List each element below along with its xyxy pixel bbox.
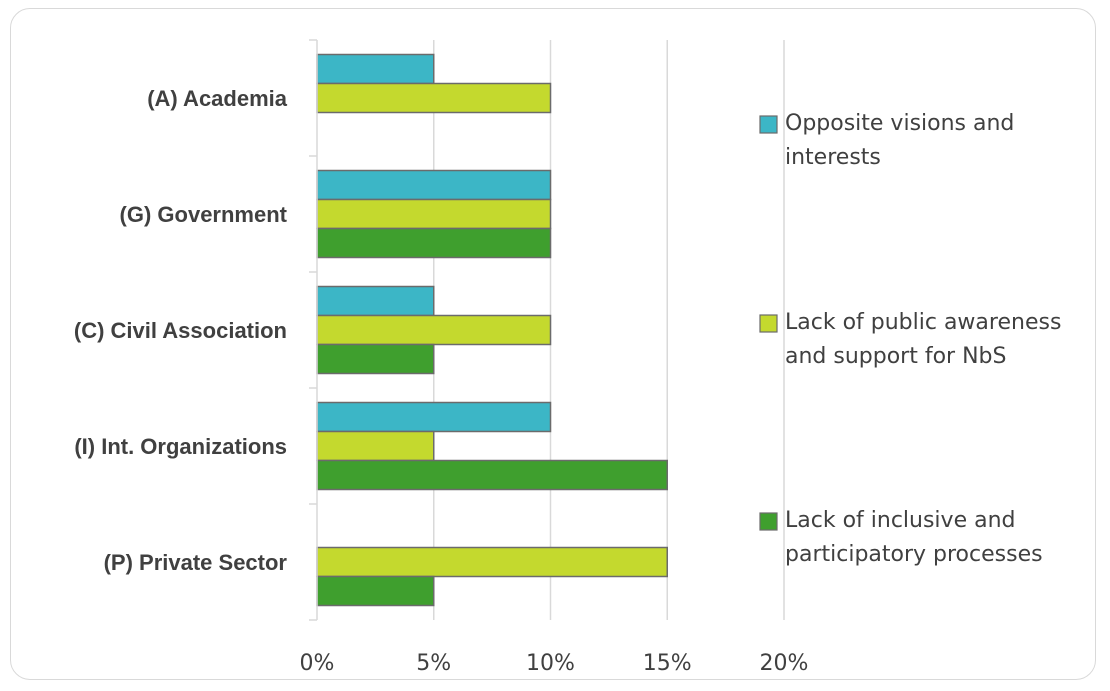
x-tick-label: 0% (300, 651, 335, 676)
category-label: (C) Civil Association (74, 318, 287, 343)
legend-swatch (759, 314, 778, 333)
bar-g-government-lack-of-public-awareness-and-support-for-nbs (316, 198, 552, 230)
legend-swatch (759, 512, 778, 531)
category-label: (A) Academia (147, 86, 288, 111)
legend-label: Lack of public awareness (785, 310, 1061, 335)
bar-g-government-opposite-visions-and-interests (316, 169, 552, 201)
bar-g-government-lack-of-inclusive-and-participatory-processes (316, 227, 552, 259)
legend: Opposite visions and interests Lack of pub… (759, 111, 1061, 567)
bar-p-private-sector-lack-of-public-awareness-and-support-for-nbs (316, 546, 668, 578)
bar-p-private-sector-lack-of-inclusive-and-participatory-processes (316, 575, 435, 607)
bars (316, 53, 668, 607)
bar-c-civil-association-lack-of-inclusive-and-participatory-processes (316, 343, 435, 375)
bar-i-int-organizations-opposite-visions-and-interests (316, 401, 552, 433)
legend-label: interests (785, 145, 881, 170)
bar-a-academia-opposite-visions-and-interests (316, 53, 435, 85)
x-tick-label: 5% (416, 651, 451, 676)
legend-swatch (759, 115, 778, 134)
category-label: (P) Private Sector (104, 550, 288, 575)
x-tick-label: 20% (760, 651, 809, 676)
category-label: (I) Int. Organizations (74, 434, 287, 459)
legend-label: and support for NbS (785, 344, 1006, 369)
legend-label: Opposite visions and (785, 111, 1014, 136)
x-tick-label: 15% (643, 651, 692, 676)
category-labels: (A) Academia (G) Government (C) Civil Asso… (74, 86, 288, 575)
bar-c-civil-association-opposite-visions-and-interests (316, 285, 435, 317)
x-tick-labels: 0% 5% 10% 15% 20% (300, 651, 809, 676)
bar-i-int-organizations-lack-of-inclusive-and-participatory-processes (316, 459, 668, 491)
bar-c-civil-association-lack-of-public-awareness-and-support-for-nbs (316, 314, 552, 346)
bar-a-academia-lack-of-public-awareness-and-support-for-nbs (316, 82, 552, 114)
legend-label: Lack of inclusive and (785, 508, 1015, 533)
legend-label: participatory processes (785, 542, 1043, 567)
x-tick-label: 10% (526, 651, 575, 676)
category-label: (G) Government (120, 202, 288, 227)
bar-i-int-organizations-lack-of-public-awareness-and-support-for-nbs (316, 430, 435, 462)
category-axis (309, 39, 318, 621)
